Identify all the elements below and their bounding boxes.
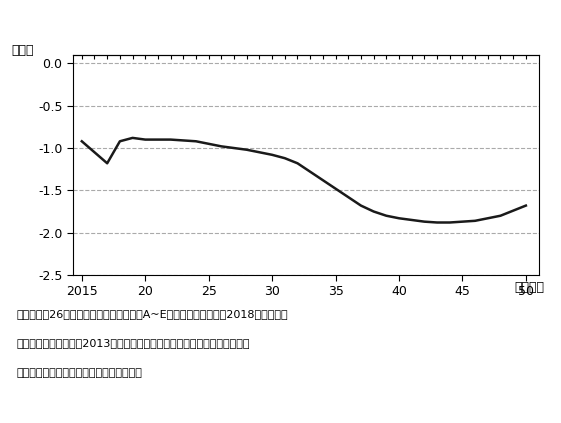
Text: スライド調整率は2013年度までの被保険者数の実績を反映したもの。: スライド調整率は2013年度までの被保険者数の実績を反映したもの。 — [17, 338, 250, 349]
Text: （注）平成26年財政検証におけるケースA~Eの見通し。ただし、2018年度までの: （注）平成26年財政検証におけるケースA~Eの見通し。ただし、2018年度までの — [17, 309, 288, 319]
Text: （年度）: （年度） — [514, 281, 544, 294]
Text: マクロ経済スライド調整率の見通し: マクロ経済スライド調整率の見通し — [200, 15, 361, 33]
Text: （％）: （％） — [11, 44, 34, 58]
Text: （出所）厘生労働省資料より大和総研作成: （出所）厘生労働省資料より大和総研作成 — [17, 368, 142, 378]
